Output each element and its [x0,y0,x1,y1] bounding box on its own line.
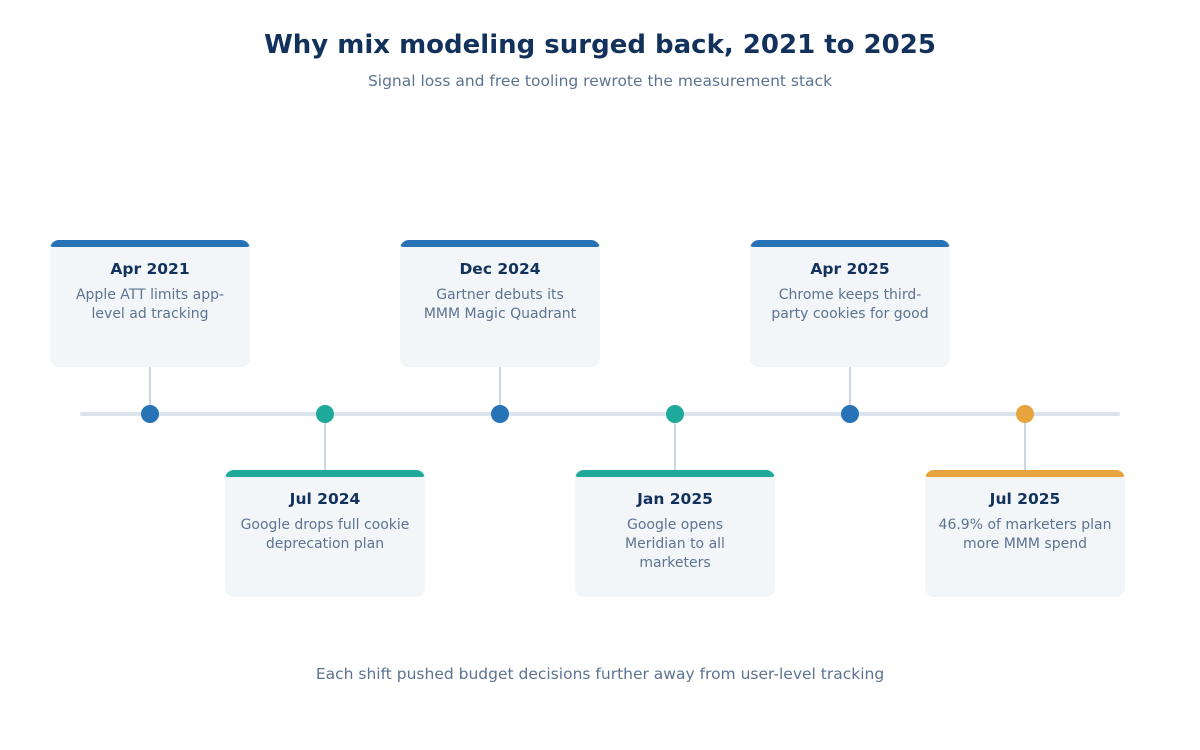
event-description: Gartner debuts its MMM Magic Quadrant [423,287,577,322]
timeline-dot [316,405,334,423]
event-card-dec-2024: Dec 2024 Gartner debuts its MMM Magic Qu… [400,240,600,367]
page-subtitle: Signal loss and free tooling rewrote the… [367,72,833,90]
timeline-stem [674,416,676,470]
event-date: Dec 2024 [459,260,541,278]
event-date: Jan 2025 [637,490,713,508]
event-date: Apr 2021 [110,260,190,278]
timeline-dot [1016,405,1034,423]
card-accent-bar [225,470,425,477]
card-accent-bar [50,240,250,247]
timeline-dot [666,405,684,423]
event-card-apr-2021: Apr 2021 Apple ATT limits app-level ad t… [50,240,250,367]
timeline-stem [324,416,326,470]
event-description: Apple ATT limits app-level ad tracking [75,287,225,322]
timeline-stem [149,367,151,413]
event-card-jul-2024: Jul 2024 Google drops full cookie deprec… [225,470,425,597]
timeline-stem [849,367,851,413]
timeline-axis [80,412,1120,416]
timeline-dot [141,405,159,423]
event-date: Jul 2024 [289,490,361,508]
card-accent-bar [925,470,1125,477]
event-card-jul-2025: Jul 2025 46.9% of marketers plan more MM… [925,470,1125,597]
card-accent-bar [575,470,775,477]
timeline-dot [841,405,859,423]
event-description: Google opens Meridian to all marketers [625,517,725,571]
footer-note: Each shift pushed budget decisions furth… [315,665,885,683]
event-card-jan-2025: Jan 2025 Google opens Meridian to all ma… [575,470,775,597]
timeline-stem [499,367,501,413]
event-date: Apr 2025 [810,260,890,278]
event-date: Jul 2025 [989,490,1061,508]
event-description: Google drops full cookie deprecation pla… [240,517,410,552]
page-title: Why mix modeling surged back, 2021 to 20… [264,30,936,60]
timeline-stem [1024,416,1026,470]
card-accent-bar [750,240,950,247]
card-accent-bar [400,240,600,247]
event-card-apr-2025: Apr 2025 Chrome keeps third-party cookie… [750,240,950,367]
event-description: 46.9% of marketers plan more MMM spend [938,517,1112,552]
timeline-dot [491,405,509,423]
event-description: Chrome keeps third-party cookies for goo… [771,287,929,322]
